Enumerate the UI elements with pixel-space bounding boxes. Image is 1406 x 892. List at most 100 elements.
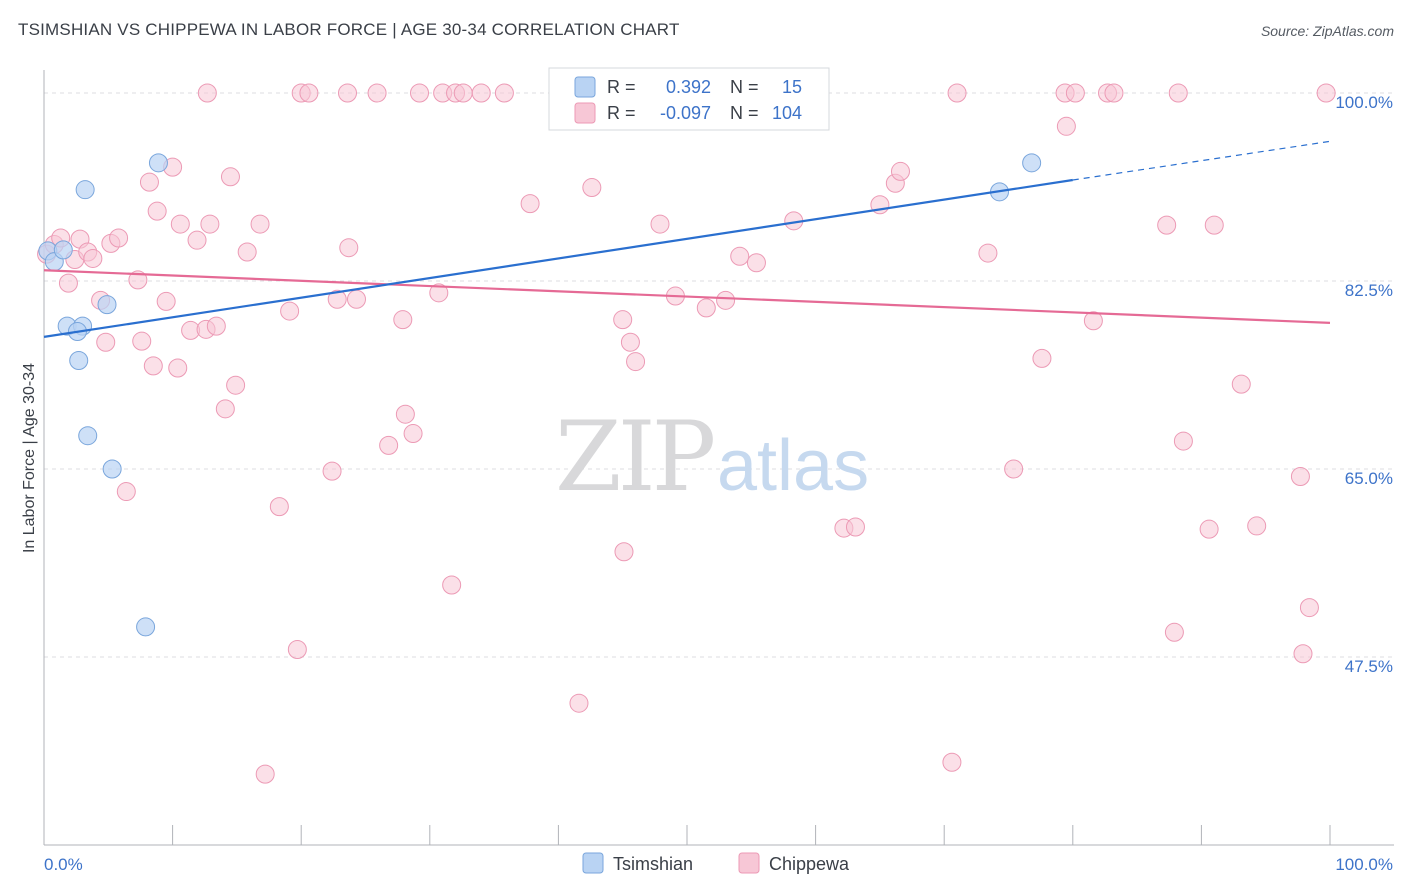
tsimshian-point <box>53 240 73 260</box>
chippewa-point <box>346 289 366 309</box>
tsimshian-point <box>97 295 117 315</box>
tsimshian-series-swatch <box>582 852 604 874</box>
chippewa-point <box>620 332 640 352</box>
chippewa-point <box>746 253 766 273</box>
watermark-atlas: atlas <box>717 426 869 506</box>
chippewa-point <box>109 228 129 248</box>
y-tick-label-1: 65.0% <box>1345 469 1393 488</box>
tsimshian-point <box>148 153 168 173</box>
chippewa-point <box>168 358 188 378</box>
tsimshian-n-label: N = <box>730 77 759 97</box>
chippewa-point <box>1199 519 1219 539</box>
chippewa-point <box>569 693 589 713</box>
chippewa-point <box>442 575 462 595</box>
y-axis-label: In Labor Force | Age 30-34 <box>21 363 38 553</box>
tsimshian-series-label: Tsimshian <box>613 854 693 874</box>
chippewa-point <box>395 404 415 424</box>
chippewa-point <box>1299 598 1319 618</box>
chippewa-point <box>170 214 190 234</box>
chippewa-series-swatch <box>738 852 760 874</box>
tsimshian-trend-extension <box>1072 140 1331 181</box>
chippewa-point <box>147 201 167 221</box>
chippewa-point <box>143 356 163 376</box>
chippewa-point <box>132 331 152 351</box>
tsimshian-n-value: 15 <box>782 77 802 97</box>
chippewa-point <box>1157 215 1177 235</box>
chippewa-point <box>1290 467 1310 487</box>
chippewa-point <box>1293 644 1313 664</box>
chippewa-point <box>978 243 998 263</box>
chippewa-point <box>1204 215 1224 235</box>
chippewa-point <box>1164 622 1184 642</box>
x-tick-label-1: 100.0% <box>1335 855 1393 874</box>
chippewa-point <box>237 242 257 262</box>
y-tick-label-0: 47.5% <box>1345 657 1393 676</box>
stats-legend: R = 0.392 N = 15 R = -0.097 N = 104 <box>548 67 830 131</box>
chippewa-point <box>429 283 449 303</box>
tsimshian-points <box>38 153 1042 637</box>
grid-lines <box>44 92 1394 658</box>
chippewa-point <box>1065 83 1085 103</box>
chippewa-point <box>582 178 602 198</box>
chippewa-point <box>613 310 633 330</box>
tsimshian-point <box>136 617 156 637</box>
chippewa-point <box>206 316 226 336</box>
y-tick-label-3: 100.0% <box>1335 93 1393 112</box>
chippewa-point <box>139 172 159 192</box>
chippewa-point <box>1083 311 1103 331</box>
chippewa-n-label: N = <box>730 103 759 123</box>
chippewa-point <box>287 639 307 659</box>
x-tick-labels: 0.0% 100.0% <box>44 855 1393 874</box>
chippewa-point <box>1056 116 1076 136</box>
chippewa-point <box>410 83 430 103</box>
chippewa-trend-line <box>43 269 1331 324</box>
chippewa-point <box>453 83 473 103</box>
chippewa-point <box>269 497 289 517</box>
tsimshian-point <box>75 180 95 200</box>
chippewa-point <box>1032 348 1052 368</box>
chippewa-point <box>200 214 220 234</box>
tsimshian-legend-swatch <box>574 76 596 98</box>
chippewa-point <box>730 246 750 266</box>
chippewa-point <box>83 248 103 268</box>
chippewa-point <box>1168 83 1188 103</box>
chippewa-point <box>1231 374 1251 394</box>
chippewa-point <box>280 301 300 321</box>
chippewa-point <box>220 167 240 187</box>
tsimshian-point <box>1022 153 1042 173</box>
chippewa-point <box>393 310 413 330</box>
chippewa-point <box>471 83 491 103</box>
chippewa-n-value: 104 <box>772 103 802 123</box>
chippewa-point <box>696 298 716 318</box>
chippewa-point <box>1173 431 1193 451</box>
y-tick-labels: 47.5% 65.0% 82.5% 100.0% <box>1335 93 1393 676</box>
chippewa-point <box>650 214 670 234</box>
chippewa-point <box>255 764 275 784</box>
chippewa-point <box>226 375 246 395</box>
stats-legend-box <box>548 67 830 131</box>
chippewa-point <box>379 435 399 455</box>
tsimshian-point <box>102 459 122 479</box>
chippewa-point <box>187 230 207 250</box>
tsimshian-r-label: R = <box>607 77 636 97</box>
chippewa-legend-swatch <box>574 102 596 124</box>
tsimshian-point <box>78 426 98 446</box>
watermark-zip: ZIP <box>555 401 714 513</box>
chippewa-point <box>367 83 387 103</box>
chippewa-series-label: Chippewa <box>769 854 850 874</box>
trend-lines <box>43 140 1331 338</box>
tsimshian-point <box>69 350 89 370</box>
y-tick-label-2: 82.5% <box>1345 281 1393 300</box>
chippewa-point <box>403 424 423 444</box>
chippewa-point <box>128 270 148 290</box>
chippewa-point <box>947 83 967 103</box>
chippewa-point <box>250 214 270 234</box>
chippewa-point <box>716 290 736 310</box>
x-axis-ticks <box>43 825 1331 845</box>
tsimshian-trend-line <box>43 178 1073 338</box>
chippewa-point <box>1247 516 1267 536</box>
chippewa-point <box>299 83 319 103</box>
chippewa-point <box>337 83 357 103</box>
chippewa-point <box>96 332 116 352</box>
